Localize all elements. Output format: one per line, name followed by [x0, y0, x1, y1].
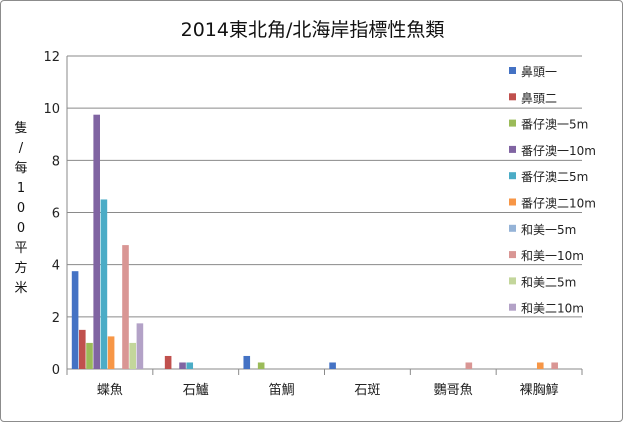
y-axis-label-char-4: 0 [16, 201, 26, 216]
y-tick-label-12: 12 [43, 50, 60, 65]
bar-s4-c0 [100, 199, 108, 369]
legend-label-0: 鼻頭一 [521, 64, 557, 79]
legend-label-7: 和美一10m [521, 249, 584, 263]
bar-s1-c0 [79, 329, 86, 369]
legend-label-6: 和美一5m [521, 223, 576, 237]
bar-s2-c2 [257, 362, 265, 369]
bar-s0-c2 [243, 355, 251, 369]
y-tick-label-10: 10 [43, 102, 60, 117]
bar-s4-c1 [186, 362, 194, 369]
bar-s3-c1 [179, 362, 186, 369]
legend-swatch-0 [509, 67, 516, 74]
legend-swatch-1 [509, 93, 516, 101]
y-tick-label-8: 8 [52, 154, 60, 169]
x-tick-label-0: 蝶魚 [97, 383, 123, 398]
x-tick-label-4: 鸚哥魚 [434, 383, 473, 398]
legend-swatch-2 [509, 119, 516, 127]
bar-s0-c3 [329, 362, 336, 369]
bar-s0-c0 [71, 271, 79, 369]
x-tick-label-1: 石鱸 [183, 382, 209, 398]
legend-label-5: 番仔澳二10m [521, 197, 596, 211]
bar-s2-c0 [86, 342, 93, 369]
legend-label-4: 番仔澳二5m [521, 170, 588, 184]
legend-label-9: 和美二10m [521, 302, 584, 316]
legend-swatch-9 [509, 303, 516, 311]
legend-swatch-3 [509, 145, 516, 153]
y-axis-label-char-7: 方 [14, 261, 28, 276]
bar-s5-c5 [536, 362, 544, 369]
x-tick-label-3: 石斑 [354, 383, 380, 398]
legend-swatch-7 [509, 251, 516, 259]
legend-label-8: 和美二5m [521, 275, 576, 289]
legend-swatch-4 [509, 172, 516, 180]
chart-title: 2014東北角/北海岸指標性魚類 [180, 19, 445, 41]
legend-label-3: 番仔澳一10m [521, 144, 596, 158]
y-axis-label-char-3: 1 [16, 181, 26, 196]
bar-s5-c0 [107, 336, 115, 369]
y-axis-label-char-1: / [18, 141, 24, 156]
y-axis-label-char-2: 每 [14, 161, 28, 176]
y-tick-label-2: 2 [52, 311, 60, 326]
bar-s8-c0 [129, 342, 136, 369]
y-tick-label-4: 4 [52, 259, 60, 274]
y-axis-label-char-0: 隻 [14, 121, 28, 136]
y-axis-label: 隻 / 每 1 0 0 平方米 [11, 119, 31, 299]
bar-s7-c0 [122, 245, 129, 369]
y-axis-label-char-8: 米 [14, 281, 28, 296]
bar-s7-c5 [551, 362, 558, 369]
bar-s9-c0 [136, 323, 144, 369]
bar-s1-c1 [164, 355, 172, 369]
x-tick-label-5: 裸胸鯙 [520, 382, 559, 398]
legend-label-2: 番仔澳一5m [521, 118, 588, 132]
y-tick-label-6: 6 [52, 207, 60, 222]
x-tick-label-2: 笛鯛 [269, 382, 295, 398]
y-tick-label-0: 0 [52, 363, 60, 378]
y-axis-label-char-5: 0 [16, 221, 26, 236]
legend-swatch-5 [509, 198, 516, 206]
legend-swatch-6 [509, 224, 516, 232]
legend-label-1: 鼻頭二 [521, 90, 557, 105]
bar-s3-c0 [93, 114, 100, 369]
bar-s7-c4 [465, 362, 473, 369]
y-axis-label-char-6: 平 [14, 241, 28, 256]
legend-swatch-8 [509, 277, 516, 285]
